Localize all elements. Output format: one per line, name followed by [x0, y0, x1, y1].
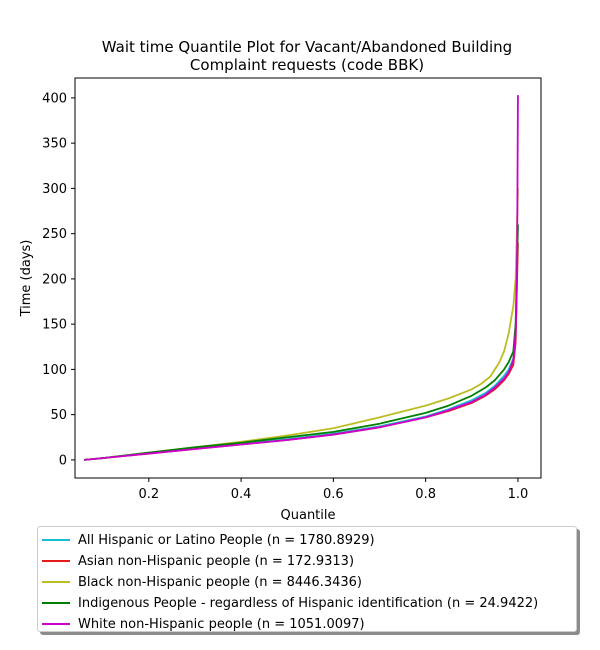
plot-lines [84, 95, 519, 461]
chart-title-line-1: Wait time Quantile Plot for Vacant/Aband… [102, 38, 512, 56]
y-tick-label: 50 [50, 408, 67, 423]
legend-item: Asian non-Hispanic people (n = 172.9313) [38, 551, 354, 571]
y-tick-label: 300 [42, 182, 67, 197]
series-line-1 [84, 224, 519, 461]
x-tick-label: 0.4 [231, 487, 252, 502]
series-line-5 [84, 95, 519, 461]
x-tick-label: 0.8 [415, 487, 436, 502]
legend-swatch [42, 581, 70, 583]
legend-label: Black non-Hispanic people (n = 8446.3436… [78, 574, 362, 590]
series-line-3 [84, 188, 519, 461]
y-tick-label: 350 [42, 137, 67, 152]
series-line-4 [84, 224, 519, 461]
x-tick-label: 0.6 [323, 487, 344, 502]
x-axis-ticks: 0.2 0.4 0.6 0.8 1.0 [138, 478, 528, 502]
y-tick-label: 200 [42, 272, 67, 287]
legend-label: All Hispanic or Latino People (n = 1780.… [78, 532, 375, 548]
legend-item: All Hispanic or Latino People (n = 1780.… [38, 530, 375, 550]
quantile-chart: Wait time Quantile Plot for Vacant/Aband… [19, 38, 542, 520]
y-tick-label: 400 [42, 91, 67, 106]
legend-item: Indigenous People - regardless of Hispan… [38, 593, 538, 613]
legend-label: White non-Hispanic people (n = 1051.0097… [78, 616, 365, 632]
x-tick-label: 1.0 [508, 487, 529, 502]
chart-title-line-2: Complaint requests (code BBK) [190, 56, 424, 74]
legend-swatch [42, 623, 70, 625]
legend-label: Indigenous People - regardless of Hispan… [78, 595, 539, 611]
legend-swatch [42, 539, 70, 541]
y-axis-ticks: 0 50 100 150 200 250 300 350 400 [42, 91, 75, 468]
plot-frame [74, 77, 542, 479]
y-axis-label: Time (days) [19, 240, 34, 318]
y-tick-label: 0 [59, 453, 67, 468]
y-tick-label: 100 [42, 363, 67, 378]
legend-swatch [42, 602, 70, 604]
y-tick-label: 250 [42, 227, 67, 242]
legend-label: Asian non-Hispanic people (n = 172.9313) [78, 553, 355, 569]
legend-item: Black non-Hispanic people (n = 8446.3436… [38, 572, 362, 592]
x-axis-label: Quantile [281, 508, 336, 520]
x-tick-label: 0.2 [138, 487, 159, 502]
chart-legend: All Hispanic or Latino People (n = 1780.… [37, 526, 577, 632]
legend-swatch [42, 560, 70, 562]
series-line-2 [84, 242, 519, 461]
y-tick-label: 150 [42, 318, 67, 333]
legend-item: White non-Hispanic people (n = 1051.0097… [38, 614, 365, 634]
